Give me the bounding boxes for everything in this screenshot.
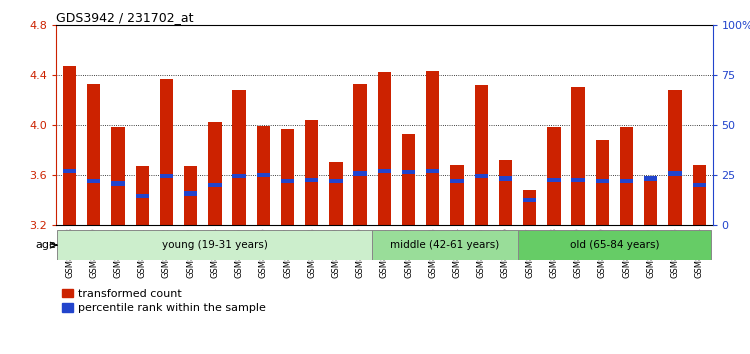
Bar (620, 127, 633, 225)
Bar (353, 84, 367, 225)
Bar (475, 85, 488, 225)
Bar (378, 72, 391, 225)
Bar (450, 179, 464, 183)
Bar (232, 174, 246, 178)
Bar (232, 90, 246, 225)
Bar (209, 122, 221, 225)
Bar (499, 176, 512, 181)
Bar (692, 165, 706, 225)
Bar (644, 176, 658, 181)
Bar (402, 133, 416, 225)
Bar (111, 127, 125, 225)
Bar (280, 129, 294, 225)
Bar (620, 179, 633, 183)
Bar (58, 230, 372, 260)
Bar (329, 162, 343, 225)
Text: middle (42-61 years): middle (42-61 years) (390, 240, 500, 250)
Bar (426, 169, 439, 173)
Bar (548, 178, 560, 182)
Bar (256, 126, 270, 225)
Bar (378, 169, 391, 173)
Bar (160, 174, 173, 178)
Bar (111, 181, 125, 186)
Bar (644, 180, 658, 225)
Bar (63, 66, 76, 225)
Bar (572, 178, 585, 182)
Bar (184, 192, 197, 196)
Bar (518, 230, 711, 260)
Bar (209, 183, 221, 187)
Text: old (65-84 years): old (65-84 years) (570, 240, 659, 250)
Bar (692, 183, 706, 187)
Legend: transformed count, percentile rank within the sample: transformed count, percentile rank withi… (62, 289, 266, 313)
Text: young (19-31 years): young (19-31 years) (162, 240, 268, 250)
Bar (668, 90, 682, 225)
Bar (184, 166, 197, 225)
Bar (499, 160, 512, 225)
Bar (572, 87, 585, 225)
Bar (548, 127, 560, 225)
Bar (329, 179, 343, 183)
Bar (63, 169, 76, 173)
Text: GDS3942 / 231702_at: GDS3942 / 231702_at (56, 11, 194, 24)
Bar (596, 179, 609, 183)
Bar (372, 230, 518, 260)
Bar (596, 140, 609, 225)
Bar (668, 171, 682, 176)
Bar (523, 198, 536, 202)
Bar (523, 190, 536, 225)
Bar (353, 171, 367, 176)
Bar (136, 194, 149, 198)
Text: age: age (36, 240, 57, 250)
Bar (160, 79, 173, 225)
Bar (136, 166, 149, 225)
Bar (305, 120, 319, 225)
Bar (256, 173, 270, 177)
Bar (280, 179, 294, 183)
Bar (426, 71, 439, 225)
Bar (87, 179, 100, 183)
Bar (402, 170, 416, 175)
Bar (305, 178, 319, 182)
Bar (87, 84, 100, 225)
Bar (475, 174, 488, 178)
Bar (450, 165, 464, 225)
